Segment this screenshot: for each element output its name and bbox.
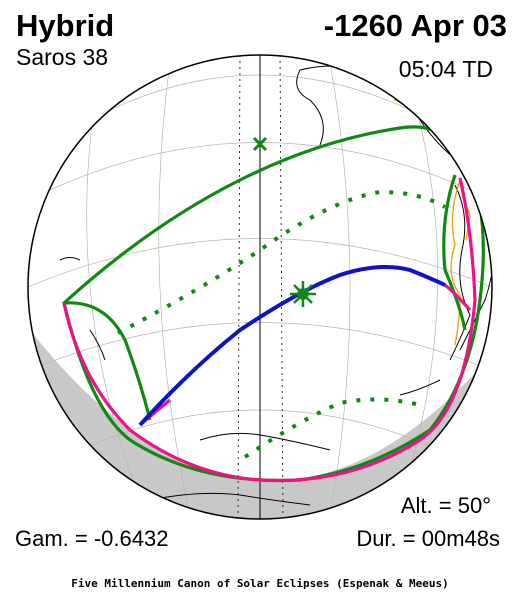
saros-label: Saros 38 — [16, 44, 109, 70]
duration-label: Dur. = 00m48s — [356, 526, 500, 551]
credit-label: Five Millennium Canon of Solar Eclipses … — [71, 577, 449, 590]
altitude-label: Alt. = 50° — [400, 493, 491, 518]
type-label: Hybrid — [16, 8, 115, 43]
penumbral-limits — [62, 125, 485, 483]
sub-solar-point-x-icon — [252, 136, 268, 152]
time-label: 05:04 TD — [398, 56, 493, 82]
gamma-label: Gam. = -0.6432 — [15, 526, 169, 551]
date-label: -1260 Apr 03 — [323, 8, 507, 43]
greatest-eclipse-star-icon — [290, 281, 316, 307]
globe-outline — [27, 54, 493, 520]
central-path — [138, 265, 446, 427]
